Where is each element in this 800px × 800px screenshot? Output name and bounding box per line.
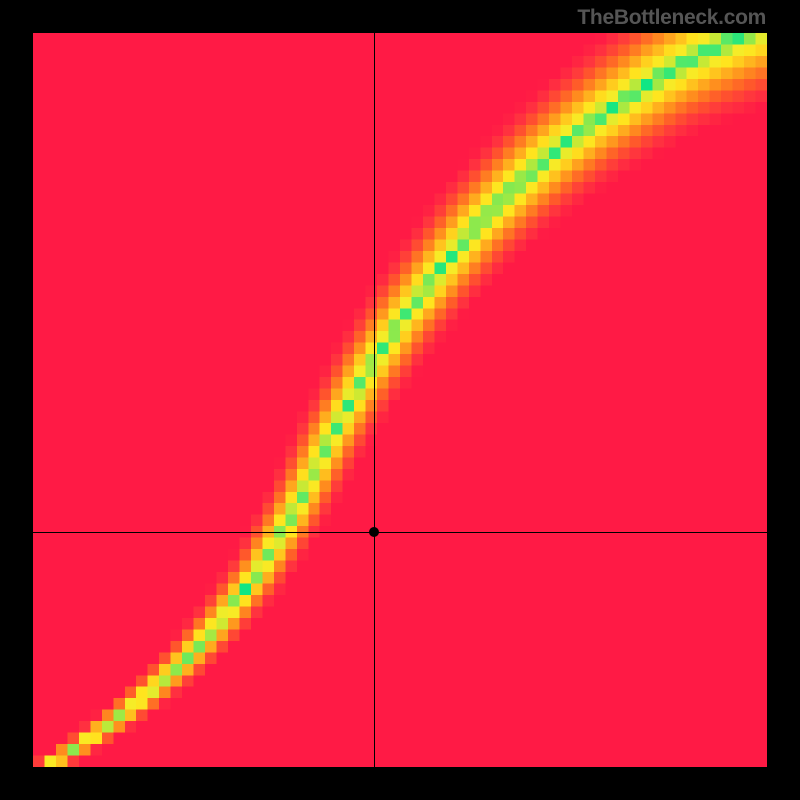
crosshair-vertical: [374, 33, 375, 767]
watermark-label: TheBottleneck.com: [577, 6, 766, 30]
crosshair-horizontal: [33, 532, 767, 533]
crosshair-marker: [369, 527, 379, 537]
heatmap-plot: [33, 33, 767, 767]
heatmap-canvas: [33, 33, 767, 767]
